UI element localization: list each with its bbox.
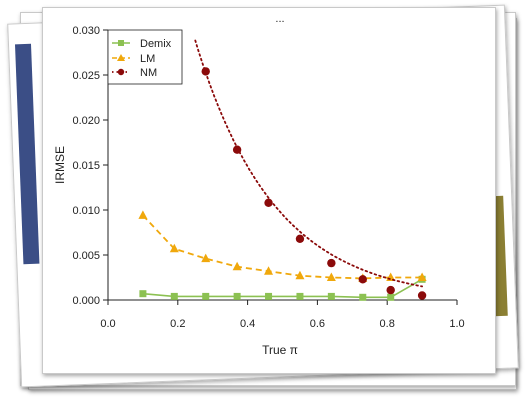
y-tick-label: 0.020 bbox=[72, 115, 100, 127]
data-point-lm bbox=[201, 253, 211, 263]
y-tick-label: 0.030 bbox=[72, 25, 100, 37]
legend-label-lm: LM bbox=[140, 53, 155, 65]
data-point-nm bbox=[264, 198, 273, 207]
data-point-nm bbox=[417, 291, 427, 300]
data-point-lm bbox=[326, 272, 336, 281]
data-point-lm bbox=[232, 261, 242, 271]
data-point-demix bbox=[296, 292, 304, 300]
data-point-lm bbox=[295, 270, 305, 280]
legend-label-demix: Demix bbox=[140, 38, 172, 50]
y-axis-label: IRMSE bbox=[53, 146, 67, 184]
data-point-demix bbox=[387, 293, 395, 301]
data-point-demix bbox=[265, 292, 273, 300]
legend-marker-square bbox=[118, 40, 124, 46]
legend-marker-circle bbox=[117, 68, 125, 76]
legend-entry-lm: LM bbox=[112, 53, 155, 65]
legend-entry-nm: NM bbox=[112, 67, 157, 79]
y-tick-label: 0.000 bbox=[72, 295, 100, 307]
y-tick-label: 0.005 bbox=[72, 250, 100, 262]
data-point-lm bbox=[417, 272, 427, 281]
series-nm bbox=[194, 39, 427, 300]
data-point-lm bbox=[264, 266, 274, 275]
data-point-demix bbox=[327, 292, 335, 300]
x-tick-label: 0.6 bbox=[310, 318, 325, 330]
data-point-nm bbox=[295, 234, 305, 243]
series-layer bbox=[138, 39, 427, 301]
x-tick-label: 1.0 bbox=[449, 318, 464, 330]
axes: 0.0 0.2 0.4 0.6 0.8 1.0 0.000 0.005 0.010 0.015 0.… bbox=[72, 25, 464, 330]
series-line-lm bbox=[142, 214, 423, 280]
data-point-nm bbox=[358, 275, 367, 284]
data-point-lm bbox=[138, 210, 148, 219]
partial-title: ... bbox=[275, 13, 284, 25]
legend: Demix LM NM bbox=[107, 29, 183, 85]
data-point-lm bbox=[169, 243, 179, 253]
data-point-demix bbox=[139, 290, 147, 298]
x-axis-label: True π bbox=[262, 343, 298, 357]
data-point-nm bbox=[201, 67, 210, 76]
x-tick-label: 0.0 bbox=[100, 318, 115, 330]
y-tick-label: 0.015 bbox=[72, 160, 100, 172]
data-point-demix bbox=[233, 292, 241, 300]
data-point-nm bbox=[327, 258, 336, 268]
y-tick-label: 0.010 bbox=[72, 205, 100, 217]
data-point-demix bbox=[202, 292, 210, 300]
y-tick-label: 0.025 bbox=[72, 70, 100, 82]
series-line-demix bbox=[142, 278, 423, 299]
data-point-demix bbox=[359, 293, 367, 301]
x-tick-label: 0.2 bbox=[170, 318, 185, 330]
series-line-nm bbox=[194, 39, 424, 288]
legend-entry-demix: Demix bbox=[112, 38, 172, 50]
series-lm bbox=[138, 210, 427, 282]
data-point-nm bbox=[386, 285, 395, 295]
series-demix bbox=[139, 275, 426, 301]
legend-label-nm: NM bbox=[140, 67, 157, 79]
x-tick-label: 0.8 bbox=[380, 318, 395, 330]
data-point-demix bbox=[170, 292, 178, 300]
x-tick-label: 0.4 bbox=[240, 318, 255, 330]
legend-marker-triangle bbox=[117, 54, 125, 61]
data-point-nm bbox=[232, 145, 242, 154]
